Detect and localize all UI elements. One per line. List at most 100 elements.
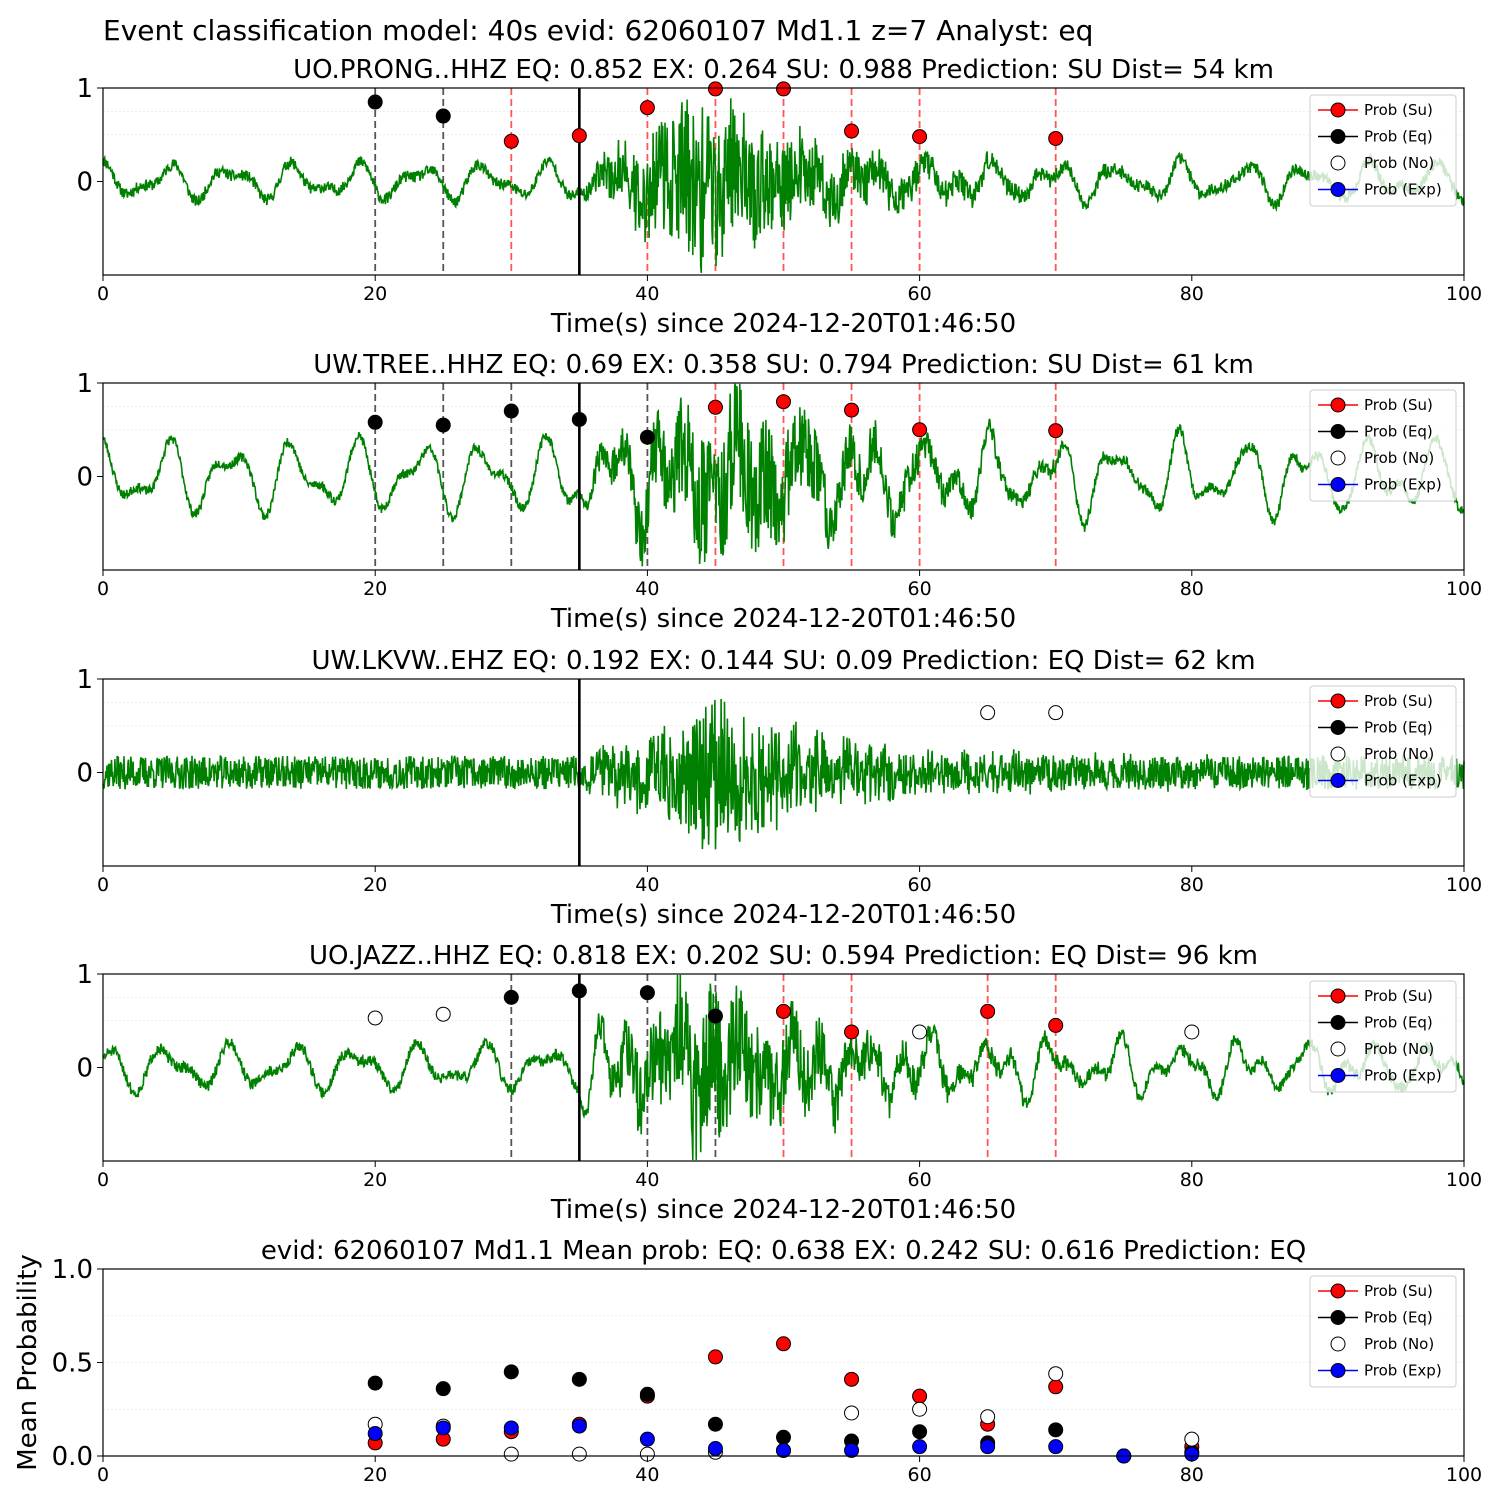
x-axis-label: Time(s) since 2024-12-20T01:46:50 [550,604,1016,634]
legend-frame [1309,980,1457,1093]
panel-title: UW.TREE..HHZ EQ: 0.69 EX: 0.358 SU: 0.79… [313,350,1254,380]
prob-marker-eq [503,403,519,419]
legend-entry-label: Prob (Eq) [1364,423,1433,441]
prob-marker-su [776,1003,791,1019]
panel-1: UO.PRONG..HHZ EQ: 0.852 EX: 0.264 SU: 0.… [76,55,1482,339]
legend-entry-label: Prob (Eq) [1364,719,1433,737]
mean-prob-point-no [1048,1366,1064,1382]
y-tick-label: 0.5 [52,1349,93,1379]
prob-marker-su [1048,130,1064,146]
x-tick-label: 0 [97,1464,109,1486]
mean-prob-point-no [980,1409,996,1425]
prob-marker-su [776,81,791,97]
legend-entry-label: Prob (No) [1364,154,1434,172]
legend-marker [1330,746,1346,762]
mean-prob-point-eq [707,1416,723,1432]
legend-marker [1330,397,1346,413]
x-tick-label: 80 [1180,874,1204,896]
mean-prob-point-su [1048,1379,1064,1395]
mean-prob-point-exp [844,1442,860,1458]
x-tick-label: 40 [635,283,659,305]
mean-prob-point-exp [367,1426,383,1442]
legend-frame [1309,94,1457,207]
y-tick-label: 0 [76,463,93,493]
legend-marker [1330,1283,1346,1299]
prob-marker-su [707,81,723,97]
mean-prob-point-exp [435,1420,451,1436]
figure-suptitle: Event classification model: 40s evid: 62… [103,14,1093,47]
x-tick-label: 60 [908,283,932,305]
x-tick-label: 60 [908,1169,932,1191]
mean-prob-point-exp [1048,1439,1064,1455]
prob-marker-su [707,399,723,415]
prob-marker-no [912,1024,928,1040]
legend-marker [1330,773,1346,788]
prob-marker-su [1048,1017,1064,1033]
mean-prob-point-exp [912,1439,928,1455]
legend-marker [1330,720,1346,735]
x-tick-label: 40 [635,1169,659,1191]
x-tick-label: 60 [908,874,932,896]
prob-marker-no [367,1010,383,1026]
legend-marker [1330,1363,1346,1378]
mean-prob-point-eq [367,1375,383,1391]
legend-entry-label: Prob (No) [1364,745,1434,763]
legend-marker [1330,477,1346,492]
x-tick-label: 20 [363,283,387,305]
prob-marker-eq [707,1008,723,1024]
legend-marker [1330,102,1346,118]
mean-prob-point-exp [776,1442,791,1458]
mean-prob-point-no [571,1446,587,1462]
mean-prob-point-eq [503,1364,519,1380]
panel-3: UW.LKVW..EHZ EQ: 0.192 EX: 0.144 SU: 0.0… [76,646,1482,930]
mean-prob-point-eq [571,1371,587,1387]
panel-title: UO.PRONG..HHZ EQ: 0.852 EX: 0.264 SU: 0.… [293,55,1274,85]
x-tick-label: 100 [1446,283,1482,305]
legend-frame [1309,389,1457,502]
panel-title: UO.JAZZ..HHZ EQ: 0.818 EX: 0.202 SU: 0.5… [309,941,1258,971]
x-tick-label: 80 [1180,578,1204,600]
x-tick-label: 0 [97,1169,109,1191]
x-tick-label: 100 [1446,578,1482,600]
panels: UO.PRONG..HHZ EQ: 0.852 EX: 0.264 SU: 0.… [13,55,1482,1486]
mean-prob-point-su [844,1371,860,1387]
legend-entry-label: Prob (Eq) [1364,1309,1433,1327]
legend-entry-label: Prob (Exp) [1364,1362,1442,1380]
y-tick-label: 0 [76,759,93,789]
prob-marker-su [844,402,860,418]
legend-entry-label: Prob (Exp) [1364,181,1442,199]
legend-entry-label: Prob (No) [1364,1335,1434,1353]
x-tick-label: 100 [1446,1169,1482,1191]
seismic-waveform [102,98,1465,273]
mean-prob-point-no [844,1405,860,1421]
mean-prob-point-exp [571,1418,587,1434]
mean-prob-point-eq [639,1386,655,1402]
seismic-waveform [102,974,1465,1161]
legend-marker [1330,1336,1346,1352]
x-tick-label: 20 [363,1169,387,1191]
mean-prob-point-no [503,1446,519,1462]
mean-prob-point-no [1184,1431,1200,1447]
x-tick-label: 60 [908,578,932,600]
legend-entry-label: Prob (Su) [1364,1282,1433,1300]
mean-prob-point-exp [707,1441,723,1457]
mean-prob-point-eq [435,1381,451,1397]
x-tick-label: 100 [1446,874,1482,896]
x-tick-label: 20 [363,874,387,896]
y-tick-label: 0 [76,168,93,198]
legend-frame [1309,685,1457,798]
legend-marker [1330,1310,1346,1325]
legend-marker [1330,155,1346,171]
legend-entry-label: Prob (Su) [1364,692,1433,710]
y-tick-label: 1 [76,369,93,399]
x-tick-label: 80 [1180,1464,1204,1486]
legend-marker [1330,1068,1346,1083]
panel-2: UW.TREE..HHZ EQ: 0.69 EX: 0.358 SU: 0.79… [76,350,1482,634]
mean-prob-point-exp [639,1431,655,1447]
prob-marker-su [844,123,860,139]
x-tick-label: 40 [635,1464,659,1486]
panel-title: evid: 62060107 Md1.1 Mean prob: EQ: 0.63… [261,1236,1306,1266]
panel-5: evid: 62060107 Md1.1 Mean prob: EQ: 0.63… [13,1236,1482,1486]
prob-marker-su [844,1024,860,1040]
prob-marker-eq [503,989,519,1005]
